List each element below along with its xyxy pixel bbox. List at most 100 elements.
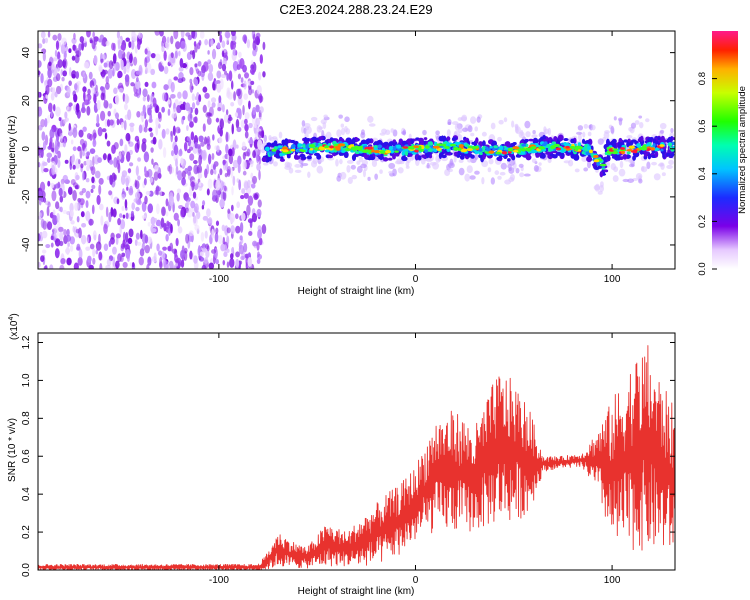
spectrogram-cell xyxy=(244,72,250,79)
spectrogram-cell xyxy=(456,134,463,142)
spectrogram-cell xyxy=(73,262,79,269)
spectrogram-cell xyxy=(38,43,43,49)
spectrogram-cell xyxy=(184,102,191,112)
spectrogram-cell xyxy=(318,146,324,150)
spectrogram-cell xyxy=(227,92,233,100)
top-y-tick-label: -20 xyxy=(21,189,32,204)
spectrogram-cell xyxy=(428,148,433,152)
spectrogram-cell xyxy=(121,252,126,257)
spectrogram-cell xyxy=(660,148,664,152)
spectrogram-cell xyxy=(638,147,645,150)
spectrogram-cell xyxy=(120,121,124,129)
spectrogram-cell xyxy=(538,162,542,166)
spectrogram-cell xyxy=(177,226,183,234)
spectrogram-cell xyxy=(474,150,479,155)
spectrogram-cell xyxy=(665,152,672,157)
spectrogram-cell xyxy=(147,50,151,58)
spectrogram-cell xyxy=(429,138,434,142)
spectrogram-cell xyxy=(191,31,196,39)
spectrogram-cell xyxy=(528,138,534,142)
spectrogram-cell xyxy=(229,213,235,224)
spectrogram-cell xyxy=(50,235,54,241)
bottom-x-axis-ticks: -100 0 100 xyxy=(209,333,621,586)
spectrogram-cell xyxy=(313,152,320,157)
spectrogram-cell xyxy=(394,160,402,165)
spectrogram-cell xyxy=(245,255,249,267)
spectrogram-cell xyxy=(351,154,357,161)
spectrogram-cell xyxy=(490,177,495,185)
spectrogram-cell xyxy=(185,196,191,203)
spectrogram-cell xyxy=(152,136,157,145)
spectrogram-cell xyxy=(80,163,84,169)
spectrogram-cell xyxy=(158,139,163,150)
spectrogram-cell xyxy=(83,90,86,102)
spectrogram-cell xyxy=(173,212,179,221)
spectrogram-cell xyxy=(187,165,193,172)
spectrogram-cell xyxy=(503,117,508,123)
spectrogram-cell xyxy=(547,127,552,136)
spectrogram-cell xyxy=(202,104,207,113)
spectrogram-cell xyxy=(194,107,199,116)
spectrogram-cell xyxy=(128,228,134,238)
spectrogram-cell xyxy=(224,173,228,178)
spectrogram-cell xyxy=(46,157,51,163)
spectrogram-cell xyxy=(105,40,110,46)
spectrogram-cell xyxy=(81,222,87,228)
spectrogram-cell xyxy=(219,168,223,176)
spectrogram-cell xyxy=(202,200,206,207)
spectrogram-cell xyxy=(193,215,197,224)
spectrogram-cell xyxy=(262,41,266,51)
spectrogram-cell xyxy=(230,225,235,235)
spectrogram-cell xyxy=(189,67,194,76)
spectrogram-cell xyxy=(358,156,363,163)
spectrogram-cell xyxy=(174,135,178,143)
spectrogram-cell xyxy=(316,125,323,133)
spectrogram-cell xyxy=(82,71,86,79)
spectrogram-cell xyxy=(215,220,220,226)
spectrogram-cell xyxy=(651,161,657,166)
spectrogram-cell xyxy=(173,144,179,156)
spectrogram-cell xyxy=(64,111,68,119)
spectrogram-cell xyxy=(569,145,576,149)
spectrogram-cell xyxy=(532,137,539,145)
spectrogram-cell xyxy=(626,141,630,148)
spectrogram-cell xyxy=(75,228,80,234)
spectrogram-cell xyxy=(512,149,519,153)
spectrogram-cell xyxy=(531,158,537,164)
spectrogram-cell xyxy=(441,154,447,159)
spectrogram-cell xyxy=(586,156,593,163)
spectrogram-cell xyxy=(368,123,376,127)
spectrogram-cell xyxy=(581,156,588,162)
spectrogram-cell xyxy=(76,80,81,86)
spectrogram-cell xyxy=(345,128,351,135)
spectrogram-cell xyxy=(212,189,218,200)
spectrogram-cell xyxy=(449,158,454,166)
spectrogram-cell xyxy=(129,125,134,133)
spectrogram-cell xyxy=(158,250,163,256)
spectrogram-cell xyxy=(92,95,96,102)
colorbar-label: Normalized spectral amplitude xyxy=(737,86,748,214)
spectrogram-cell xyxy=(222,260,226,266)
spectrogram-cell xyxy=(99,263,103,269)
spectrogram-cell xyxy=(201,204,205,210)
spectrogram-cell xyxy=(206,117,212,125)
spectrogram-cell xyxy=(73,32,76,40)
spectrogram-cell xyxy=(161,106,165,113)
spectrogram-cell xyxy=(185,32,191,37)
spectrogram-cell xyxy=(45,244,51,249)
spectrogram-cell xyxy=(187,113,193,122)
spectrogram-cell xyxy=(78,159,81,165)
spectrogram-cell xyxy=(147,221,151,227)
spectrogram-cell xyxy=(39,181,46,193)
spectrogram-cell xyxy=(227,165,231,176)
spectrogram-cell xyxy=(497,136,502,142)
spectrogram-cell xyxy=(510,173,515,181)
spectrogram-cell xyxy=(226,227,231,234)
spectrogram-cell xyxy=(170,52,174,59)
spectrogram-cell xyxy=(541,154,545,158)
spectrogram-cell xyxy=(257,131,263,139)
spectrogram-cell xyxy=(256,241,260,251)
spectrogram-cell xyxy=(141,214,146,220)
spectrogram-cell xyxy=(48,102,53,113)
spectrogram-cell xyxy=(670,135,674,142)
